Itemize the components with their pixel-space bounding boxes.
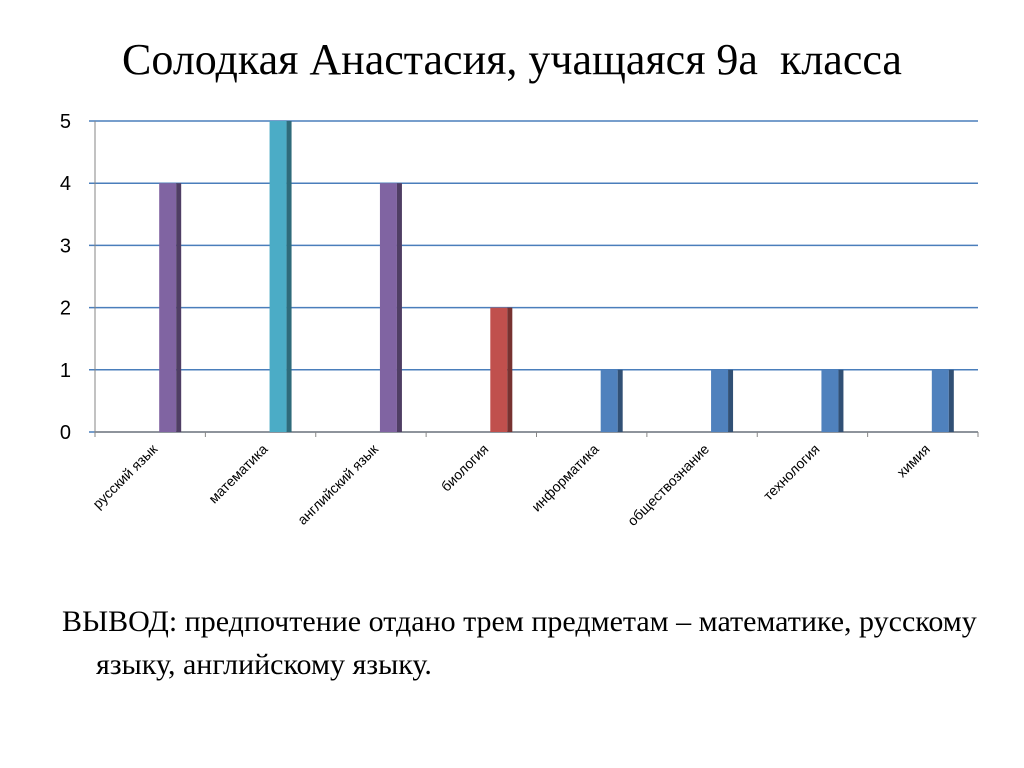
x-tick-label: математика: [205, 441, 271, 507]
x-tick-label: русский язык: [89, 440, 161, 512]
bar-side: [507, 307, 513, 432]
bar-side: [176, 183, 182, 432]
bar: [159, 183, 177, 432]
bar-side: [286, 121, 292, 432]
x-tick-label: информатика: [528, 441, 602, 515]
conclusion-text: ВЫВОД: предпочтение отдано трем предмета…: [62, 600, 1016, 686]
bar-side: [948, 369, 954, 432]
bar-side: [396, 183, 402, 432]
y-tick-label: 1: [60, 360, 71, 382]
y-tick-label: 3: [60, 235, 71, 257]
bar-side: [728, 369, 734, 432]
bar: [490, 307, 508, 432]
bar: [379, 183, 397, 432]
bar: [269, 121, 287, 432]
bar: [711, 369, 729, 432]
y-tick-label: 4: [60, 173, 71, 195]
y-tick-label: 5: [60, 111, 71, 133]
conclusion-label: ВЫВОД: [62, 605, 169, 638]
slide-title: Солодкая Анастасия, учащаяся 9а класса: [122, 35, 902, 84]
x-tick-label: технология: [760, 441, 823, 504]
x-tick-label: биология: [438, 441, 492, 495]
bar-side: [838, 369, 844, 432]
bar: [821, 369, 839, 432]
bar-side: [617, 369, 623, 432]
y-tick-label: 2: [60, 298, 71, 320]
conclusion-body: : предпочтение отдано трем предметам – м…: [96, 605, 977, 681]
x-tick-label: обществознание: [624, 441, 712, 529]
y-tick-label: 0: [60, 422, 71, 444]
bar: [931, 369, 949, 432]
bar: [600, 369, 618, 432]
x-tick-label: английский язык: [294, 440, 382, 528]
x-tick-label: химия: [893, 441, 932, 480]
